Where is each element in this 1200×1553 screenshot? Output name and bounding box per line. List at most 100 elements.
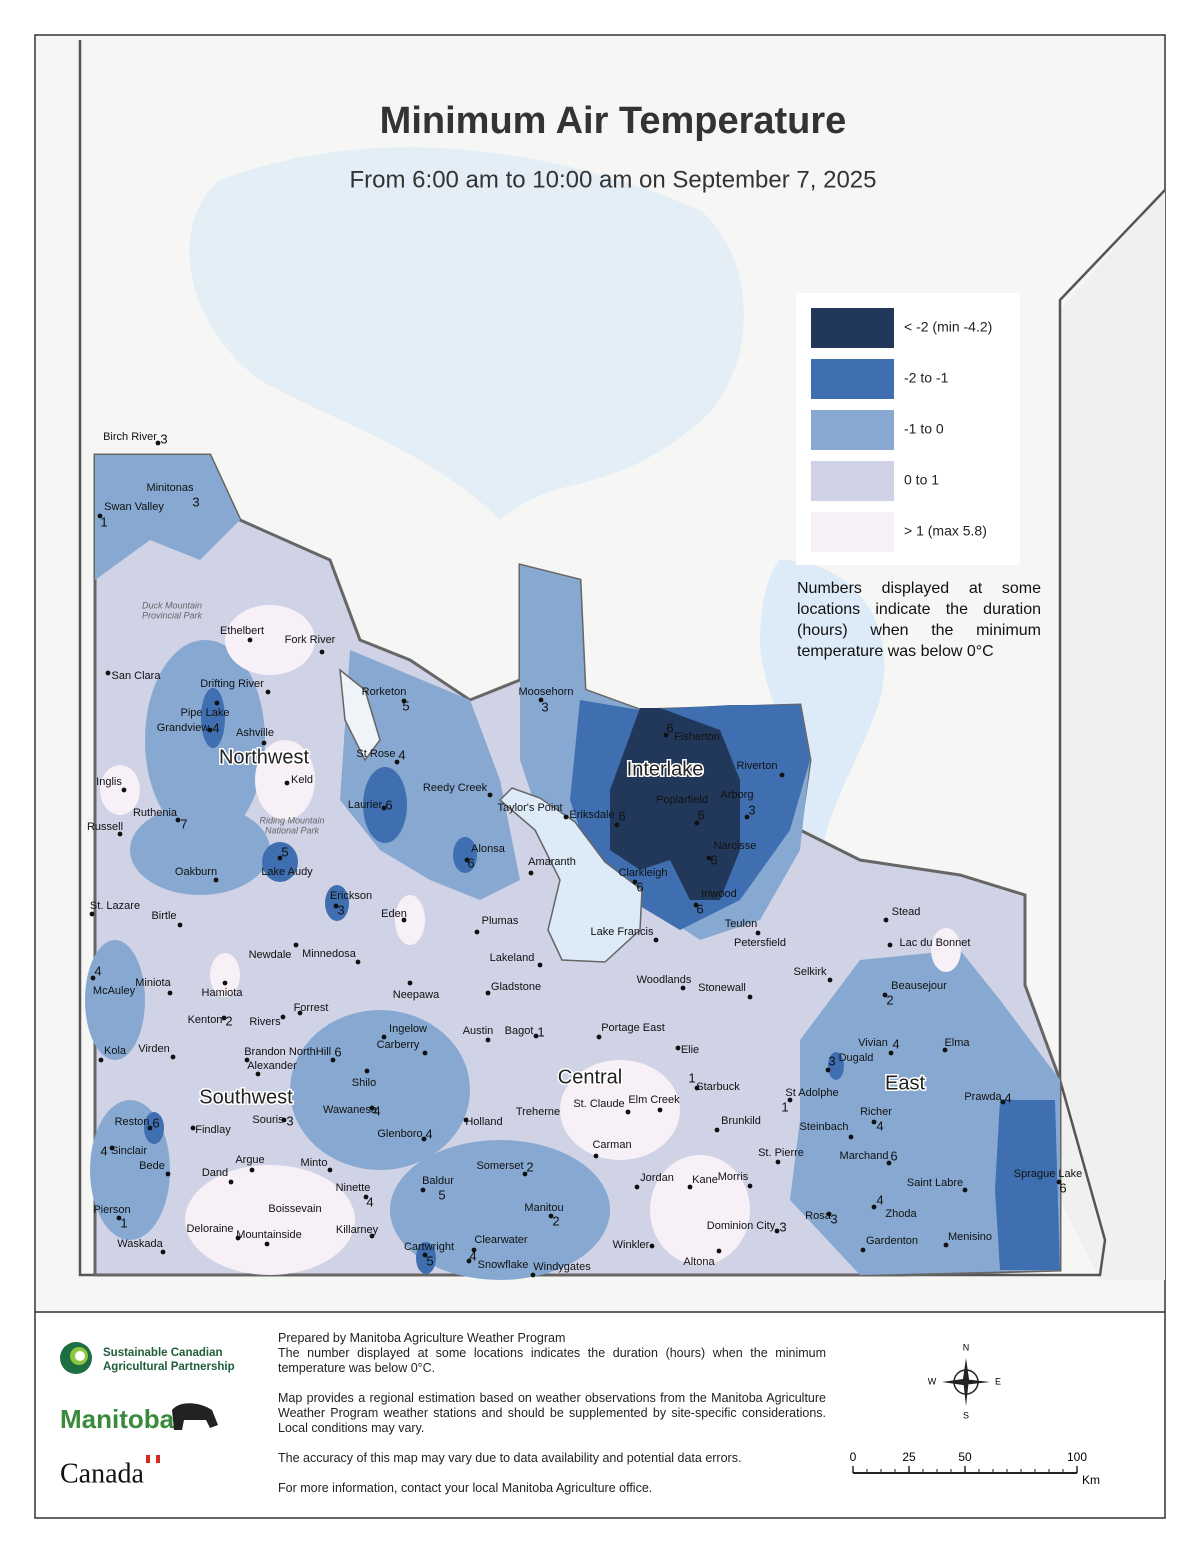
station-name: Birch River — [103, 431, 157, 443]
station-name: Brandon — [244, 1046, 286, 1058]
station-dot — [1056, 1179, 1062, 1185]
station-dot — [563, 814, 569, 820]
station-dot — [421, 1136, 427, 1142]
station-dot — [89, 911, 95, 917]
station-name: Moosehorn — [518, 686, 573, 698]
station-name: Ethelbert — [220, 625, 264, 637]
station-hours: 3 — [541, 699, 548, 714]
park-label: Riding Mountain — [259, 815, 324, 825]
station-dot — [407, 980, 413, 986]
station-dot — [177, 922, 183, 928]
station-name: Elm Creek — [628, 1094, 680, 1106]
station-dot — [694, 820, 700, 826]
station-dot — [297, 1010, 303, 1016]
station-dot — [538, 697, 544, 703]
compass-s: S — [963, 1410, 969, 1420]
station-name: Winkler — [613, 1239, 650, 1251]
station-dot — [422, 1050, 428, 1056]
lake — [189, 147, 744, 520]
scale-label: 50 — [958, 1450, 972, 1464]
station-hours: 3 — [337, 902, 344, 917]
station-dot — [401, 917, 407, 923]
station-name: Keld — [291, 774, 313, 786]
station-name: Ninette — [336, 1182, 371, 1194]
station-name: Virden — [138, 1043, 170, 1055]
station-name: Inglis — [96, 776, 122, 788]
station-dot — [943, 1242, 949, 1248]
station-dot — [98, 1057, 104, 1063]
station-dot — [247, 637, 253, 643]
station-name: Clarkleigh — [619, 867, 668, 879]
station-name: Alexander — [247, 1060, 297, 1072]
zone — [144, 1112, 164, 1144]
station-dot — [221, 1015, 227, 1021]
station-name: Kane — [692, 1174, 718, 1186]
station-name: Dand — [202, 1167, 228, 1179]
zone — [210, 953, 240, 997]
station-hours: 4 — [425, 1126, 432, 1141]
station-name: Dominion City — [707, 1220, 776, 1232]
station-name: Kola — [104, 1045, 127, 1057]
station-hours: 3 — [779, 1219, 786, 1234]
station-dot — [775, 1159, 781, 1165]
station-dot — [680, 985, 686, 991]
zone — [262, 842, 298, 882]
station-dot — [485, 1037, 491, 1043]
footer-paragraph: The number displayed at some locations i… — [278, 1346, 826, 1375]
station-name: Jordan — [640, 1172, 674, 1184]
station-dot — [827, 977, 833, 983]
station-dot — [265, 689, 271, 695]
zone — [828, 1052, 844, 1080]
title: Minimum Air Temperature — [380, 100, 847, 142]
station-name: Zhoda — [885, 1208, 917, 1220]
legend-label: -2 to -1 — [904, 370, 949, 386]
zone — [560, 1060, 680, 1160]
station-name: Argue — [235, 1154, 264, 1166]
station-dot — [90, 975, 96, 981]
station-dot — [327, 1167, 333, 1173]
station-name: Drifting River — [200, 678, 264, 690]
station-dot — [333, 903, 339, 909]
park-label: Provincial Park — [142, 610, 203, 620]
station-name: Somerset — [476, 1160, 523, 1172]
station-dot — [693, 902, 699, 908]
station-dot — [825, 1067, 831, 1073]
station-hours: 4 — [1004, 1090, 1011, 1105]
station-name: Baldur — [422, 1175, 454, 1187]
station-dot — [281, 1117, 287, 1123]
station-name: Minnedosa — [302, 948, 357, 960]
station-name: Waskada — [117, 1238, 163, 1250]
footer-paragraph: The accuracy of this map may vary due to… — [278, 1451, 742, 1465]
station-name: Stead — [892, 906, 921, 918]
zone — [650, 1155, 750, 1265]
station-dot — [319, 649, 325, 655]
station-hours: 4 — [366, 1194, 373, 1209]
station-name: Amaranth — [528, 856, 576, 868]
station-name: Richer — [860, 1106, 892, 1118]
station-name: NorthHill — [289, 1046, 331, 1058]
station-hours: 4 — [94, 963, 101, 978]
station-dot — [533, 1033, 539, 1039]
zone — [100, 765, 140, 815]
station-dot — [663, 732, 669, 738]
station-name: Alonsa — [471, 843, 506, 855]
station-name: Plumas — [482, 915, 519, 927]
station-name: Elie — [681, 1044, 699, 1056]
footer-paragraph: For more information, contact your local… — [278, 1481, 653, 1495]
station-name: Eden — [381, 908, 407, 920]
station-dot — [548, 1213, 554, 1219]
station-name: Lake Audy — [261, 866, 313, 878]
legend-label: > 1 (max 5.8) — [904, 523, 987, 539]
station-dot — [121, 787, 127, 793]
station-dot — [522, 1171, 528, 1177]
station-dot — [264, 1241, 270, 1247]
station-dot — [716, 1248, 722, 1254]
zone — [390, 1140, 610, 1280]
station-name: Wawanesa — [323, 1104, 378, 1116]
zone — [255, 740, 315, 820]
zone — [290, 1010, 470, 1170]
footer-paragraph: Prepared by Manitoba Agriculture Weather… — [278, 1331, 566, 1345]
station-hours: 2 — [526, 1159, 533, 1174]
station-hours: 4 — [469, 1248, 476, 1263]
station-name: Lakeland — [490, 952, 535, 964]
